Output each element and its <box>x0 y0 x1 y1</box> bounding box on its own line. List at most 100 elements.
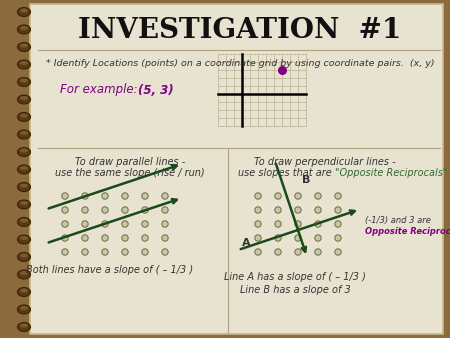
Circle shape <box>162 235 168 241</box>
Text: Opposite Reciprocals: Opposite Reciprocals <box>365 226 450 236</box>
Ellipse shape <box>20 218 28 222</box>
Ellipse shape <box>20 166 28 170</box>
Ellipse shape <box>20 289 28 292</box>
Ellipse shape <box>18 235 31 244</box>
Circle shape <box>62 221 68 227</box>
Circle shape <box>162 249 168 255</box>
Text: use slopes that are: use slopes that are <box>238 168 335 178</box>
FancyBboxPatch shape <box>30 4 443 334</box>
Ellipse shape <box>20 323 28 328</box>
Text: Line B has a slope of 3: Line B has a slope of 3 <box>239 285 351 295</box>
Circle shape <box>82 207 88 213</box>
Circle shape <box>142 235 148 241</box>
Circle shape <box>295 193 301 199</box>
Text: INVESTIGATION  #1: INVESTIGATION #1 <box>78 17 401 44</box>
Circle shape <box>255 221 261 227</box>
Circle shape <box>255 235 261 241</box>
Ellipse shape <box>20 306 28 310</box>
Circle shape <box>162 207 168 213</box>
Circle shape <box>122 249 128 255</box>
Text: To draw parallel lines -: To draw parallel lines - <box>75 157 185 167</box>
Circle shape <box>62 193 68 199</box>
Circle shape <box>315 193 321 199</box>
Ellipse shape <box>18 252 31 262</box>
Circle shape <box>142 221 148 227</box>
Ellipse shape <box>20 184 28 188</box>
Circle shape <box>162 221 168 227</box>
Ellipse shape <box>20 8 28 13</box>
Circle shape <box>82 249 88 255</box>
Circle shape <box>315 207 321 213</box>
Circle shape <box>62 207 68 213</box>
Circle shape <box>82 221 88 227</box>
Ellipse shape <box>18 7 31 17</box>
Ellipse shape <box>20 26 28 30</box>
Ellipse shape <box>18 217 31 226</box>
Ellipse shape <box>18 322 31 332</box>
Text: For example:: For example: <box>60 83 145 97</box>
Ellipse shape <box>18 25 31 34</box>
Circle shape <box>255 249 261 255</box>
Circle shape <box>295 221 301 227</box>
Circle shape <box>315 221 321 227</box>
Ellipse shape <box>20 61 28 65</box>
Circle shape <box>102 221 108 227</box>
Circle shape <box>315 235 321 241</box>
Circle shape <box>335 207 341 213</box>
Circle shape <box>275 221 281 227</box>
Text: B: B <box>302 175 310 185</box>
Ellipse shape <box>18 43 31 51</box>
Circle shape <box>275 207 281 213</box>
Text: Both lines have a slope of ( – 1/3 ): Both lines have a slope of ( – 1/3 ) <box>27 265 194 275</box>
Circle shape <box>62 235 68 241</box>
Circle shape <box>122 221 128 227</box>
Ellipse shape <box>18 270 31 279</box>
Text: (5, 3): (5, 3) <box>138 83 174 97</box>
Circle shape <box>315 249 321 255</box>
Circle shape <box>255 193 261 199</box>
Circle shape <box>62 249 68 255</box>
Circle shape <box>122 193 128 199</box>
Circle shape <box>335 249 341 255</box>
Ellipse shape <box>20 44 28 48</box>
Circle shape <box>102 193 108 199</box>
Ellipse shape <box>18 130 31 139</box>
Ellipse shape <box>18 147 31 156</box>
Circle shape <box>335 221 341 227</box>
Ellipse shape <box>18 165 31 174</box>
Ellipse shape <box>20 96 28 100</box>
Ellipse shape <box>20 114 28 118</box>
Circle shape <box>255 207 261 213</box>
Ellipse shape <box>20 201 28 205</box>
Circle shape <box>142 193 148 199</box>
Text: Line A has a slope of ( – 1/3 ): Line A has a slope of ( – 1/3 ) <box>224 272 366 282</box>
Ellipse shape <box>20 254 28 258</box>
Ellipse shape <box>20 78 28 82</box>
Circle shape <box>122 235 128 241</box>
Circle shape <box>102 235 108 241</box>
Circle shape <box>82 193 88 199</box>
Ellipse shape <box>18 305 31 314</box>
Ellipse shape <box>20 236 28 240</box>
Ellipse shape <box>20 131 28 135</box>
Text: A: A <box>242 238 251 248</box>
Circle shape <box>295 207 301 213</box>
Circle shape <box>275 235 281 241</box>
Circle shape <box>335 193 341 199</box>
Text: use the same slope (rise / run): use the same slope (rise / run) <box>55 168 205 178</box>
Ellipse shape <box>20 271 28 275</box>
Circle shape <box>142 207 148 213</box>
Text: "Opposite Reciprocals": "Opposite Reciprocals" <box>335 168 447 178</box>
Ellipse shape <box>18 113 31 121</box>
Text: * Identify Locations (points) on a coordinate grid by using coordinate pairs.  (: * Identify Locations (points) on a coord… <box>46 59 434 69</box>
Ellipse shape <box>18 288 31 296</box>
Ellipse shape <box>18 95 31 104</box>
Circle shape <box>102 249 108 255</box>
Circle shape <box>275 193 281 199</box>
Circle shape <box>295 249 301 255</box>
Circle shape <box>275 249 281 255</box>
Ellipse shape <box>20 148 28 152</box>
Circle shape <box>335 235 341 241</box>
Ellipse shape <box>18 60 31 69</box>
Circle shape <box>142 249 148 255</box>
